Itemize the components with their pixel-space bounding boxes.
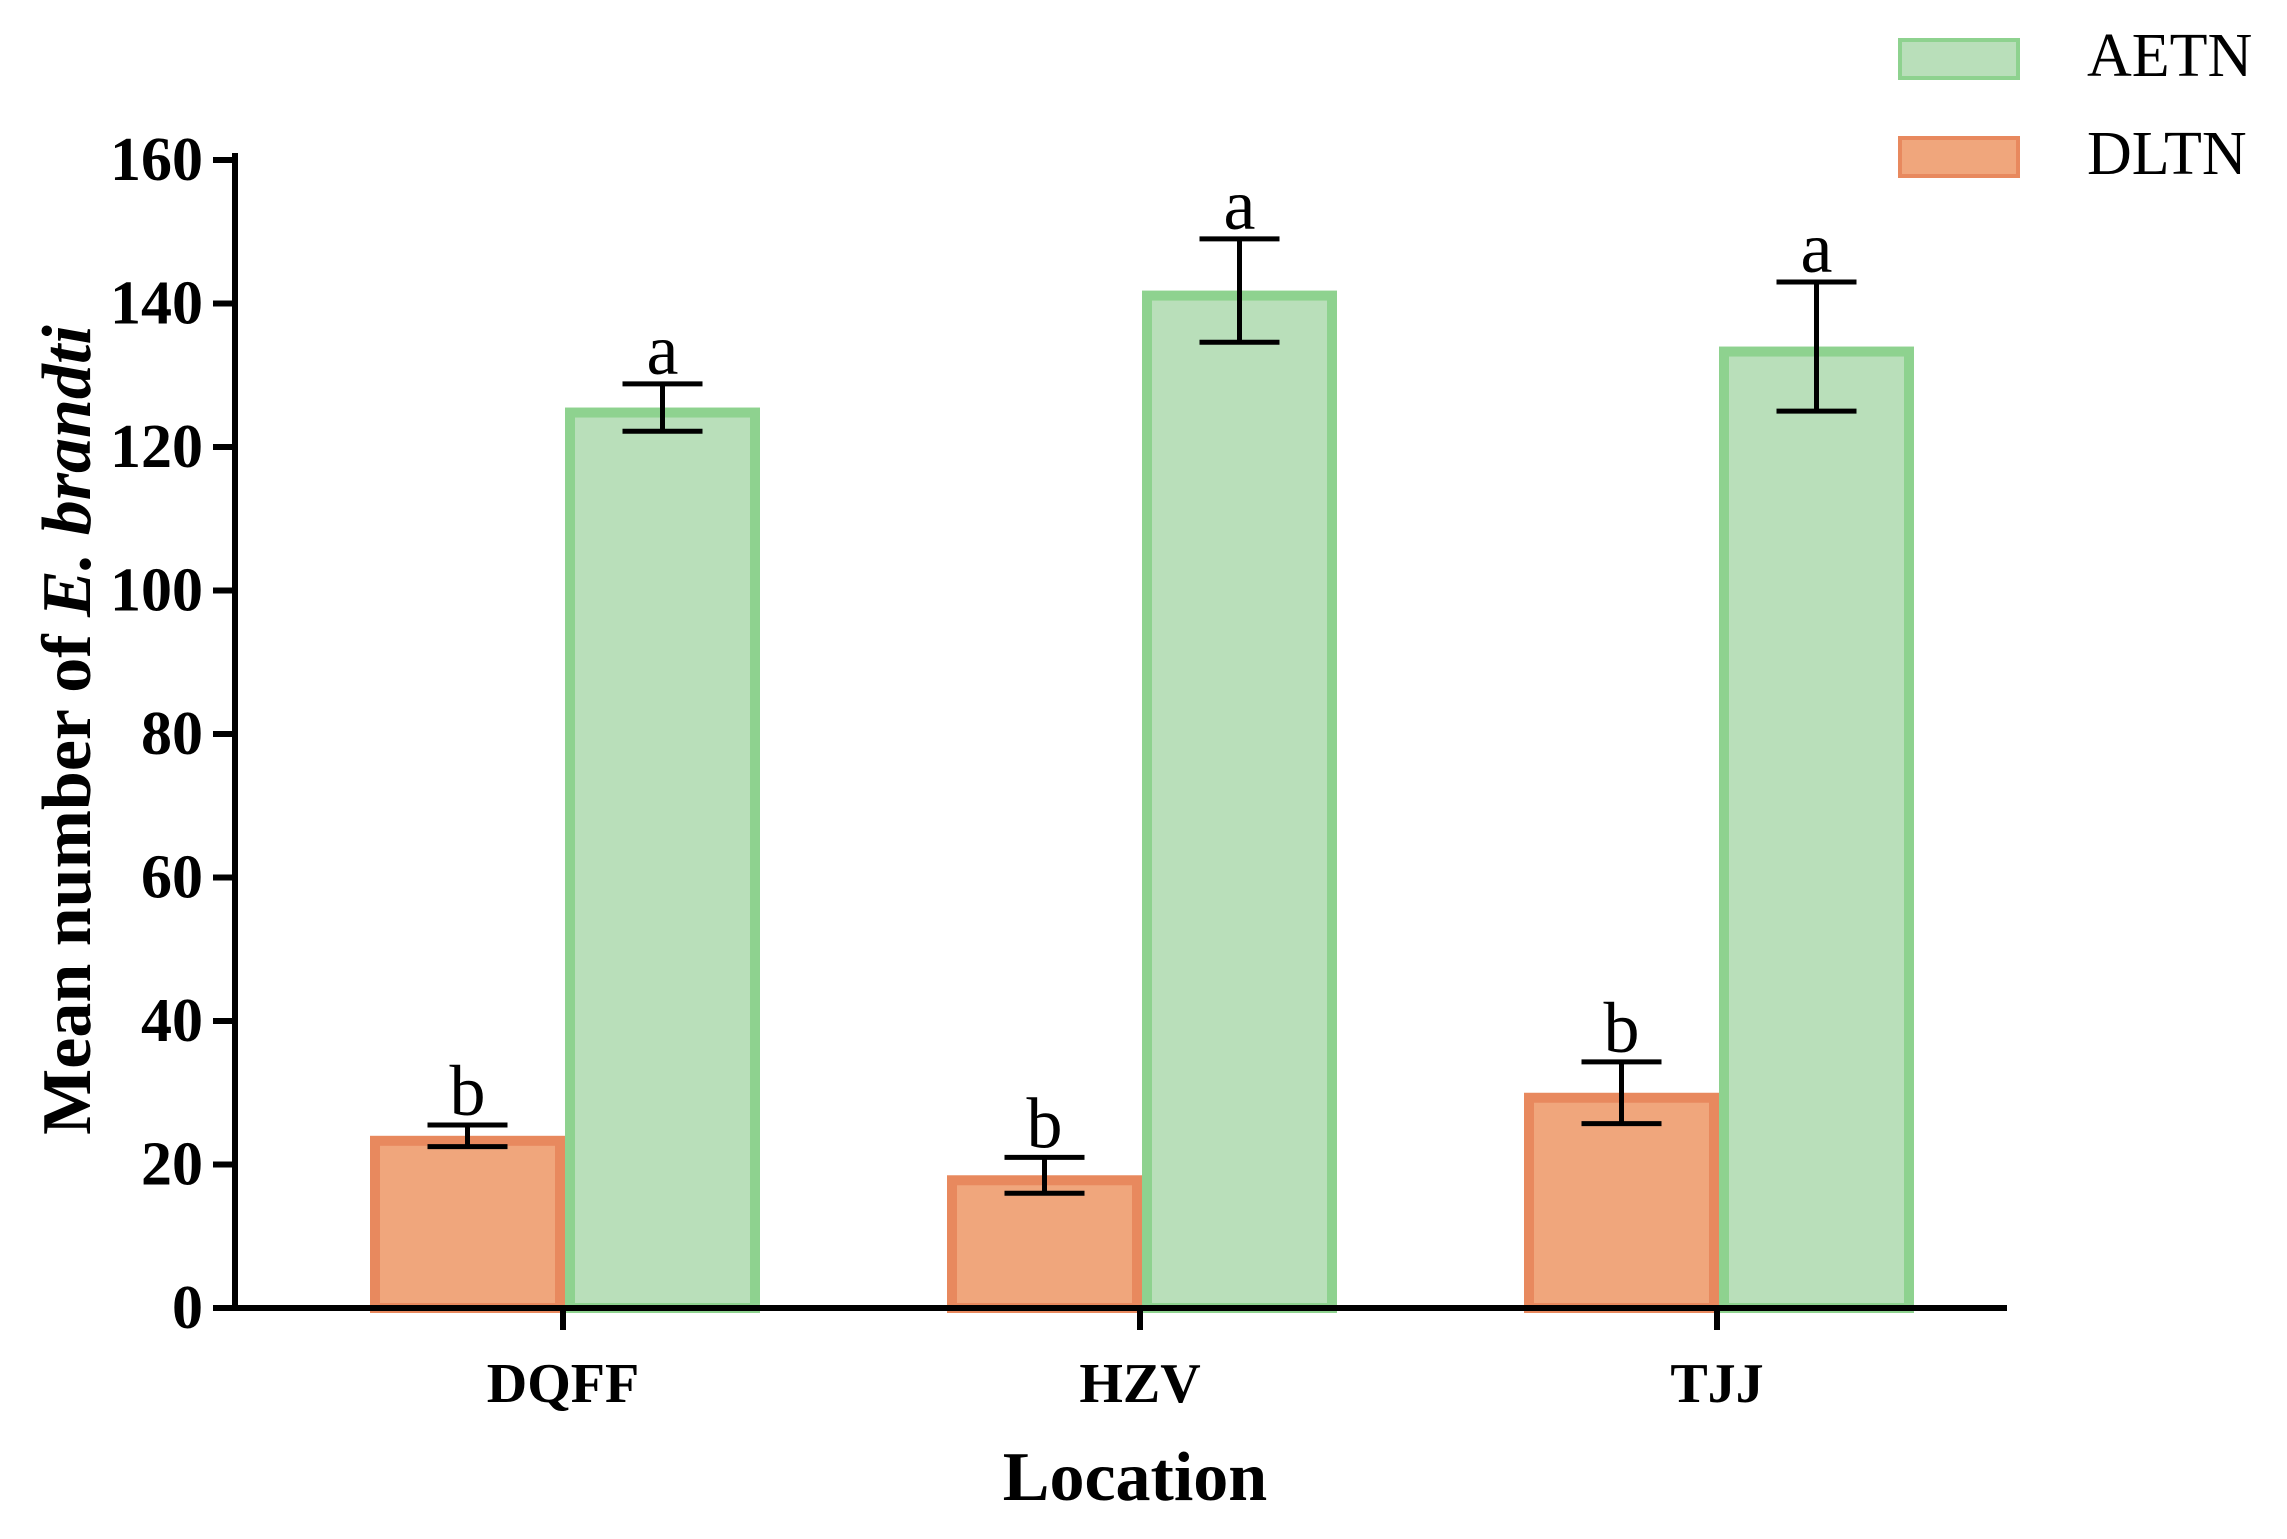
y-tick-label: 100	[110, 557, 203, 625]
y-tick-label: 60	[141, 844, 203, 912]
y-tick-label: 80	[141, 700, 203, 768]
significance-label: b	[450, 1051, 486, 1131]
bar-dltn-dqff	[370, 1135, 565, 1314]
y-axis-title-species: E. brandti	[29, 325, 106, 618]
bar-dltn-hzv	[947, 1175, 1142, 1313]
y-ticks-layer: 0 20 40 60 80 100 120 140 160	[110, 126, 235, 1342]
significance-label: a	[647, 310, 679, 390]
y-tick-label: 120	[110, 413, 203, 481]
y-tick-label: 40	[141, 987, 203, 1055]
bar-aetn-hzv	[1142, 290, 1337, 1313]
error-bars-layer	[427, 236, 1857, 1196]
bar-aetn-tjj	[1719, 346, 1914, 1313]
significance-label: a	[1801, 208, 1833, 288]
y-tick-label: 140	[110, 270, 203, 338]
x-category-labels: DQFF HZV TJJ	[487, 1308, 1764, 1415]
y-axis-title: Mean number of E. brandti	[29, 325, 106, 1135]
legend-swatch-dltn	[1898, 136, 2020, 178]
x-category-label: HZV	[1079, 1353, 1200, 1415]
significance-label: b	[1604, 988, 1640, 1068]
legend-label-dltn: DLTN	[2087, 120, 2247, 188]
y-tick-label: 160	[110, 126, 203, 194]
significance-labels-layer: b a b a b a	[450, 165, 1833, 1163]
x-axis-title: Location	[1003, 1439, 1267, 1516]
significance-label: a	[1224, 165, 1256, 245]
legend-label-aetn: AETN	[2087, 22, 2252, 90]
y-axis-title-prefix: Mean number of	[29, 617, 106, 1135]
bars-layer	[370, 290, 1914, 1314]
y-tick-label: 20	[141, 1131, 203, 1199]
bar-aetn-dqff	[565, 407, 760, 1314]
x-category-label: TJJ	[1670, 1353, 1763, 1415]
legend: AETN DLTN	[1898, 22, 2252, 188]
significance-label: b	[1027, 1083, 1063, 1163]
legend-swatch-aetn	[1898, 38, 2020, 80]
x-category-label: DQFF	[487, 1353, 639, 1415]
bar-dltn-tjj	[1524, 1092, 1719, 1313]
y-tick-label: 0	[172, 1274, 203, 1342]
